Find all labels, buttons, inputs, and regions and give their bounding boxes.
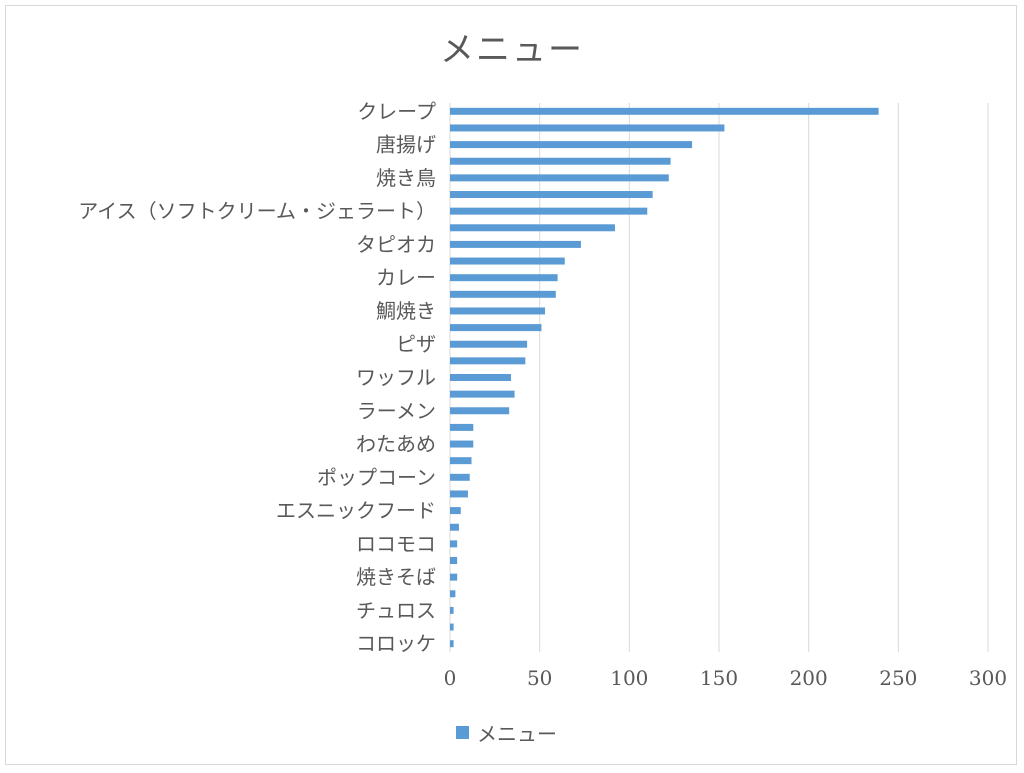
chart-frame bbox=[5, 5, 1017, 765]
bar bbox=[450, 307, 546, 315]
bar bbox=[450, 374, 511, 381]
category-label: 鯛焼き bbox=[376, 299, 436, 323]
category-label: 焼き鳥 bbox=[376, 166, 436, 190]
category-label: エスニックフード bbox=[276, 499, 436, 523]
bar bbox=[450, 573, 458, 581]
category-label: クレープ bbox=[357, 99, 436, 123]
x-tick-label: 300 bbox=[969, 666, 1007, 690]
bar bbox=[450, 124, 725, 132]
chart-title: メニュー bbox=[440, 30, 584, 70]
bar bbox=[450, 257, 565, 265]
bar bbox=[450, 606, 454, 614]
bar bbox=[450, 507, 461, 515]
bar bbox=[450, 274, 558, 282]
category-label: わたあめ bbox=[356, 432, 436, 456]
legend: メニュー bbox=[456, 718, 557, 747]
x-tick-label: 250 bbox=[879, 666, 917, 690]
bar bbox=[450, 457, 472, 465]
category-label: コロッケ bbox=[356, 632, 436, 656]
category-label: ロコモコ bbox=[356, 532, 436, 556]
bar bbox=[450, 157, 671, 165]
bar bbox=[450, 107, 879, 115]
category-label: ピザ bbox=[396, 332, 436, 356]
category-label: 焼きそば bbox=[356, 565, 436, 589]
bar bbox=[450, 174, 669, 182]
bar bbox=[450, 423, 474, 431]
x-tick-label: 0 bbox=[444, 666, 457, 690]
bar bbox=[450, 590, 456, 598]
bar bbox=[450, 407, 510, 415]
category-label: 唐揚げ bbox=[376, 133, 436, 157]
bar bbox=[450, 540, 458, 548]
legend-swatch bbox=[456, 726, 469, 739]
bar bbox=[450, 191, 653, 198]
category-label: ラーメン bbox=[357, 399, 436, 423]
bar bbox=[450, 207, 648, 215]
x-tick-label: 150 bbox=[700, 666, 738, 690]
bar bbox=[450, 224, 615, 232]
category-label: アイス（ソフトクリーム・ジェラート） bbox=[78, 199, 436, 223]
bar bbox=[450, 340, 528, 348]
bar bbox=[450, 490, 468, 498]
bar bbox=[450, 390, 515, 398]
bar bbox=[450, 290, 556, 298]
x-tick-label: 100 bbox=[610, 666, 648, 690]
category-label: ポップコーン bbox=[317, 465, 436, 489]
category-label: タピオカ bbox=[356, 232, 436, 256]
bar bbox=[450, 473, 470, 481]
bar bbox=[450, 640, 454, 648]
x-tick-label: 50 bbox=[527, 666, 552, 690]
bar bbox=[450, 557, 458, 564]
bar bbox=[450, 440, 474, 448]
category-label: カレー bbox=[376, 266, 436, 290]
bar bbox=[450, 523, 459, 531]
bar bbox=[450, 240, 581, 248]
bar bbox=[450, 141, 693, 149]
bar bbox=[450, 357, 526, 365]
category-label: チュロス bbox=[356, 598, 436, 622]
x-tick-label: 200 bbox=[790, 666, 828, 690]
bar bbox=[450, 623, 454, 631]
bar bbox=[450, 324, 542, 332]
category-label: ワッフル bbox=[356, 366, 436, 390]
legend-label: メニュー bbox=[477, 722, 557, 746]
